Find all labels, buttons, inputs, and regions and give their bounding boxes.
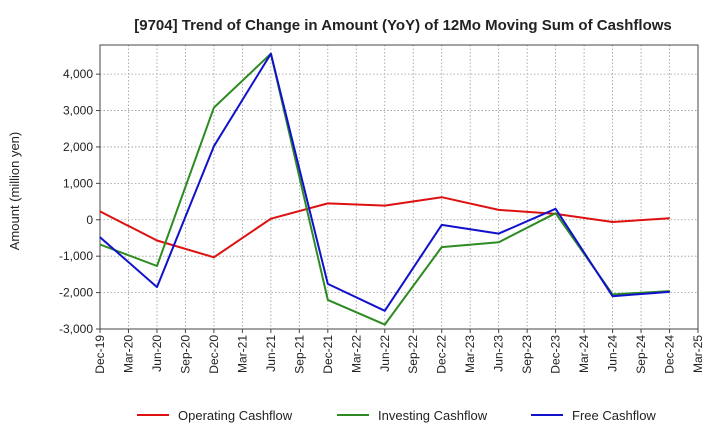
data-point bbox=[555, 208, 557, 210]
x-tick-label: Sep-24 bbox=[634, 335, 648, 374]
legend-label: Investing Cashflow bbox=[378, 408, 488, 423]
x-tick-label: Dec-23 bbox=[549, 335, 563, 374]
x-tick-label: Dec-21 bbox=[321, 335, 335, 374]
data-point bbox=[441, 246, 443, 248]
y-tick-label: 3,000 bbox=[63, 104, 93, 118]
x-tick-label: Dec-22 bbox=[435, 335, 449, 374]
x-tick-label: Mar-21 bbox=[235, 335, 249, 373]
y-axis-label: Amount (million yen) bbox=[7, 132, 22, 251]
data-point bbox=[611, 221, 614, 223]
data-point bbox=[99, 236, 101, 238]
x-tick-label: Sep-20 bbox=[178, 335, 192, 374]
data-point bbox=[327, 299, 329, 301]
x-tick-label: Jun-20 bbox=[150, 335, 164, 372]
y-tick-label: 0 bbox=[86, 213, 93, 227]
y-tick-label: 1,000 bbox=[63, 176, 93, 190]
plot-area bbox=[100, 45, 698, 329]
data-point bbox=[327, 202, 329, 204]
axes: -3,000 -2,000 -1,000 0 1,000 2,000 3,000 4,000 D… bbox=[59, 44, 705, 374]
x-tick-label: Jun-23 bbox=[492, 335, 506, 372]
data-point bbox=[555, 212, 557, 214]
data-point bbox=[498, 233, 500, 235]
legend-label: Free Cashflow bbox=[572, 408, 656, 423]
x-tick-label: Mar-24 bbox=[577, 335, 591, 373]
plot-border bbox=[99, 44, 699, 330]
y-tick-label: 2,000 bbox=[63, 140, 93, 154]
data-point bbox=[611, 295, 614, 297]
data-point bbox=[668, 217, 671, 219]
data-point bbox=[213, 107, 215, 109]
x-tick-label: Jun-24 bbox=[606, 335, 620, 372]
x-tick-label: Dec-19 bbox=[93, 335, 107, 374]
data-point bbox=[99, 210, 101, 212]
y-tick-label: 4,000 bbox=[63, 67, 93, 81]
y-tick-label: -1,000 bbox=[59, 249, 93, 263]
chart-title: [9704] Trend of Change in Amount (YoY) o… bbox=[134, 17, 672, 34]
x-tick-label: Dec-20 bbox=[207, 335, 221, 374]
x-tick-label: Sep-22 bbox=[406, 335, 420, 374]
data-point bbox=[498, 241, 500, 243]
legend-label: Operating Cashflow bbox=[178, 408, 293, 423]
data-point bbox=[384, 204, 386, 207]
y-tick-label: -2,000 bbox=[59, 286, 93, 300]
data-point bbox=[156, 286, 158, 288]
x-tick-label: Jun-22 bbox=[378, 335, 392, 372]
x-tick-label: Sep-21 bbox=[292, 335, 306, 374]
data-point bbox=[327, 283, 329, 285]
data-point bbox=[384, 310, 386, 312]
x-tick-label: Jun-21 bbox=[264, 335, 278, 372]
x-tick-label: Sep-23 bbox=[520, 335, 534, 374]
x-tick-label: Mar-22 bbox=[349, 335, 363, 373]
data-point bbox=[270, 53, 272, 55]
data-point bbox=[384, 324, 386, 326]
data-point bbox=[668, 291, 671, 293]
data-point bbox=[498, 209, 500, 211]
x-tick-label: Mar-23 bbox=[463, 335, 477, 373]
data-point bbox=[213, 145, 215, 147]
data-point bbox=[156, 239, 158, 242]
x-tick-label: Mar-25 bbox=[691, 335, 705, 373]
data-point bbox=[213, 256, 215, 258]
data-point bbox=[156, 265, 158, 267]
legend: Operating Cashflow Investing Cashflow Free… bbox=[137, 408, 656, 423]
data-point bbox=[99, 243, 101, 246]
series-lines bbox=[99, 52, 671, 326]
x-tick-label: Mar-20 bbox=[121, 335, 135, 373]
data-point bbox=[441, 224, 443, 226]
y-tick-label: -3,000 bbox=[59, 322, 93, 336]
data-point bbox=[270, 218, 272, 220]
x-tick-label: Dec-24 bbox=[663, 335, 677, 374]
data-point bbox=[441, 196, 443, 198]
